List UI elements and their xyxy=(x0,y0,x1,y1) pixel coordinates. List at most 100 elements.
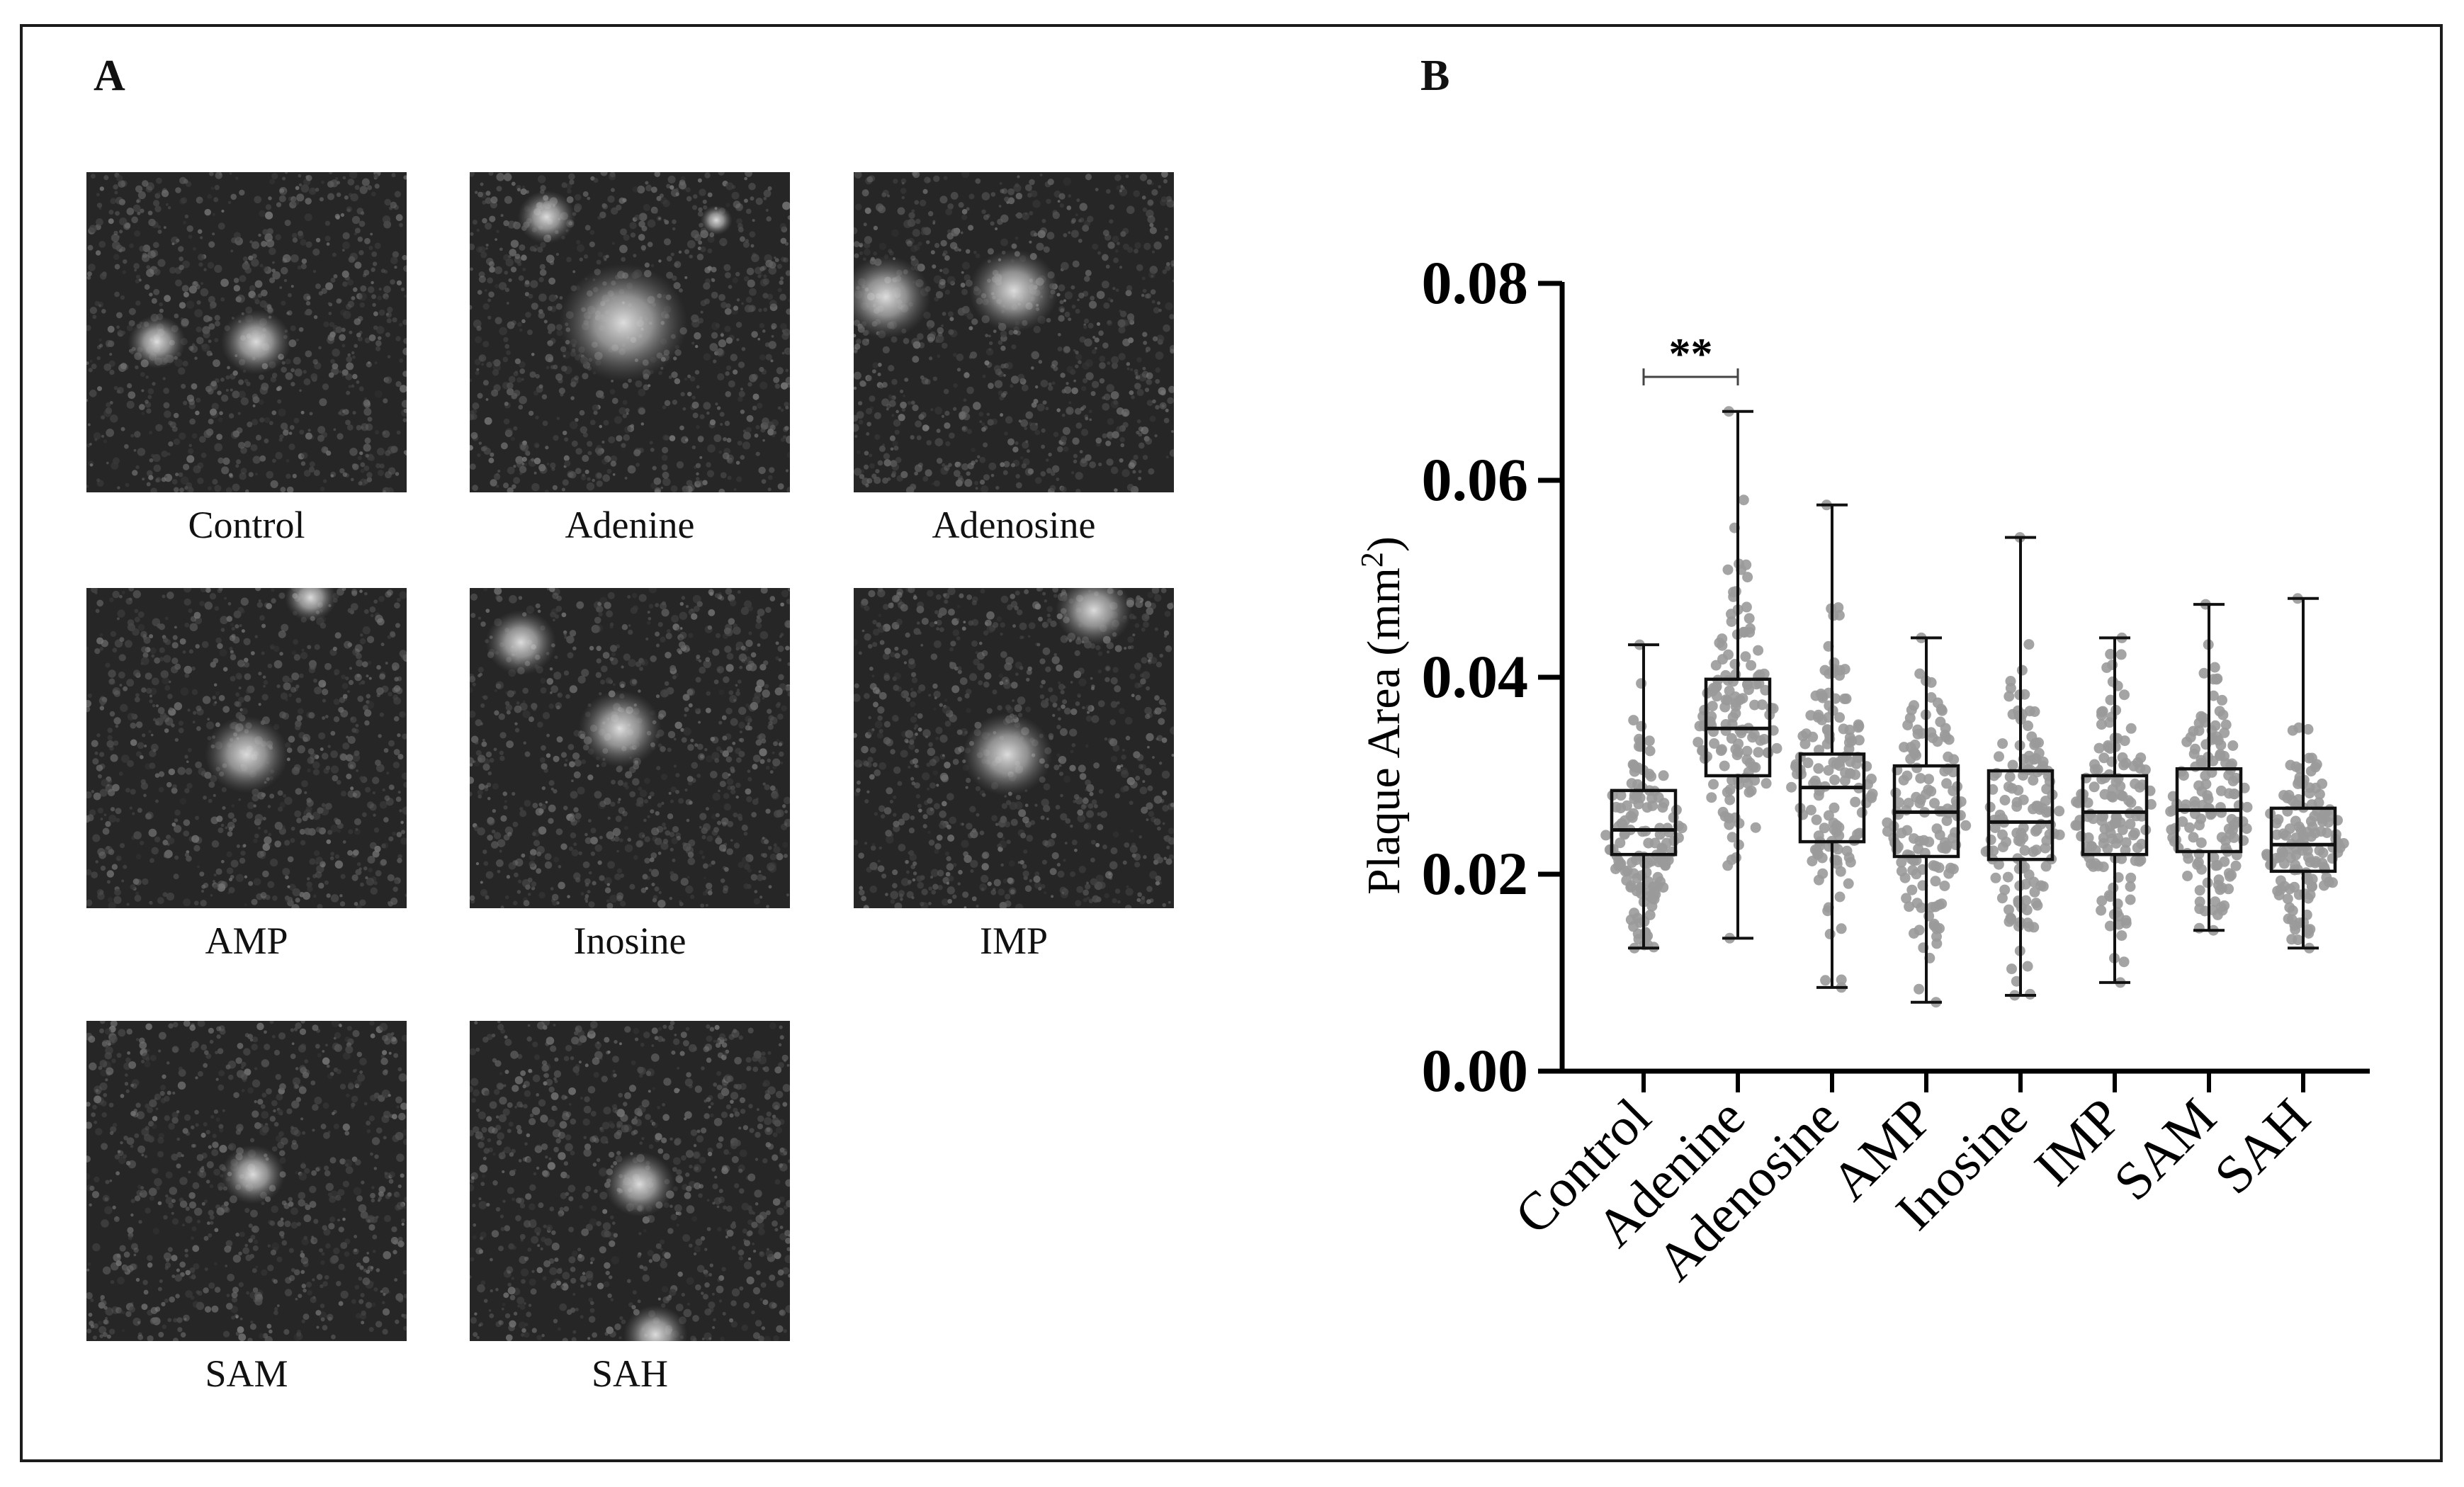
data-point xyxy=(1756,699,1768,711)
data-point xyxy=(2135,752,2147,764)
data-point xyxy=(1839,694,1850,704)
data-point xyxy=(1620,815,1631,826)
data-point xyxy=(1726,616,1737,627)
y-axis-label-end: ) xyxy=(1358,536,1410,552)
data-point xyxy=(2119,689,2130,701)
significance-label: ** xyxy=(1669,330,1713,378)
data-point xyxy=(1615,790,1627,801)
data-point xyxy=(2128,760,2140,771)
data-point xyxy=(1805,805,1816,815)
y-tick-label: 0.00 xyxy=(1422,1036,1529,1104)
data-point xyxy=(1643,837,1654,849)
data-point xyxy=(1741,601,1752,613)
data-point xyxy=(1706,711,1717,722)
data-point xyxy=(2198,667,2210,679)
data-point xyxy=(1882,817,1893,828)
plaque xyxy=(205,716,288,793)
micrograph-control xyxy=(86,172,407,492)
micrograph-label-imp: IMP xyxy=(979,920,1049,962)
data-point xyxy=(2322,827,2332,838)
data-point xyxy=(1817,868,1829,879)
data-point xyxy=(1993,859,2004,870)
data-point xyxy=(2227,740,2239,751)
data-point xyxy=(2040,796,2051,807)
data-point xyxy=(1829,657,1840,668)
data-point xyxy=(1720,694,1731,706)
data-point xyxy=(1811,814,1822,825)
data-point xyxy=(1600,830,1612,841)
data-point xyxy=(1926,692,1937,703)
plaque xyxy=(700,205,733,235)
data-point xyxy=(1916,728,1928,739)
data-point xyxy=(1741,745,1753,757)
micrograph-inosine xyxy=(470,588,790,908)
data-point xyxy=(2107,676,2118,687)
data-point xyxy=(2026,731,2038,742)
data-point xyxy=(2195,837,2207,849)
data-point xyxy=(2286,934,2298,945)
data-point xyxy=(1621,875,1632,886)
data-point xyxy=(2307,873,2318,885)
data-point xyxy=(1856,807,1867,818)
data-point xyxy=(2116,930,2127,942)
data-point xyxy=(1934,830,1945,841)
data-point xyxy=(1911,762,1923,774)
data-point xyxy=(1733,738,1744,750)
data-point xyxy=(1845,856,1856,868)
data-point xyxy=(1741,559,1752,570)
data-point xyxy=(2289,920,2300,931)
data-point xyxy=(1923,774,1934,785)
figure-frame xyxy=(20,24,2443,1462)
data-point xyxy=(2210,860,2222,871)
data-point xyxy=(1726,609,1736,620)
data-point xyxy=(1746,785,1757,796)
iqr-box xyxy=(1798,752,1866,844)
data-point xyxy=(2073,797,2084,808)
data-point xyxy=(1909,747,1920,758)
data-point xyxy=(1822,725,1833,736)
data-point xyxy=(2076,830,2087,842)
plaque xyxy=(962,713,1053,796)
data-point xyxy=(1996,893,2008,904)
data-point xyxy=(2003,781,2014,793)
data-point xyxy=(2208,690,2219,701)
data-point xyxy=(2040,861,2052,872)
plaque xyxy=(485,610,557,675)
data-point xyxy=(1724,685,1735,696)
data-point xyxy=(2209,662,2220,673)
data-point xyxy=(1694,720,1705,732)
data-point xyxy=(2192,859,2203,870)
data-point xyxy=(2089,781,2100,793)
data-point xyxy=(2004,691,2015,702)
data-point xyxy=(2096,895,2108,906)
data-point xyxy=(2125,872,2137,883)
data-point xyxy=(2004,771,2016,782)
data-point xyxy=(1899,742,1910,753)
data-point xyxy=(2028,846,2039,857)
data-point xyxy=(2023,720,2033,731)
data-point xyxy=(1633,741,1644,752)
data-point xyxy=(2118,956,2130,968)
data-point xyxy=(1643,876,1654,887)
data-point xyxy=(1941,778,1952,789)
data-point xyxy=(2030,825,2041,837)
data-point xyxy=(1636,720,1647,732)
data-point xyxy=(2023,921,2035,932)
data-point xyxy=(1749,699,1761,711)
data-point xyxy=(1707,686,1718,697)
micrograph-label-sam: SAM xyxy=(205,1352,288,1395)
data-point xyxy=(1841,845,1853,856)
data-point xyxy=(2018,794,2029,805)
data-point xyxy=(1853,735,1865,746)
data-point xyxy=(2029,739,2040,750)
data-point xyxy=(1820,975,1831,986)
data-point xyxy=(1845,768,1855,779)
data-point xyxy=(1707,701,1718,712)
plaque xyxy=(220,309,292,375)
data-point xyxy=(1709,738,1720,749)
y-tick-label: 0.02 xyxy=(1422,839,1529,908)
data-point xyxy=(2271,818,2282,829)
data-point xyxy=(1824,929,1836,939)
data-point xyxy=(2125,881,2136,892)
data-point xyxy=(1823,765,1834,776)
